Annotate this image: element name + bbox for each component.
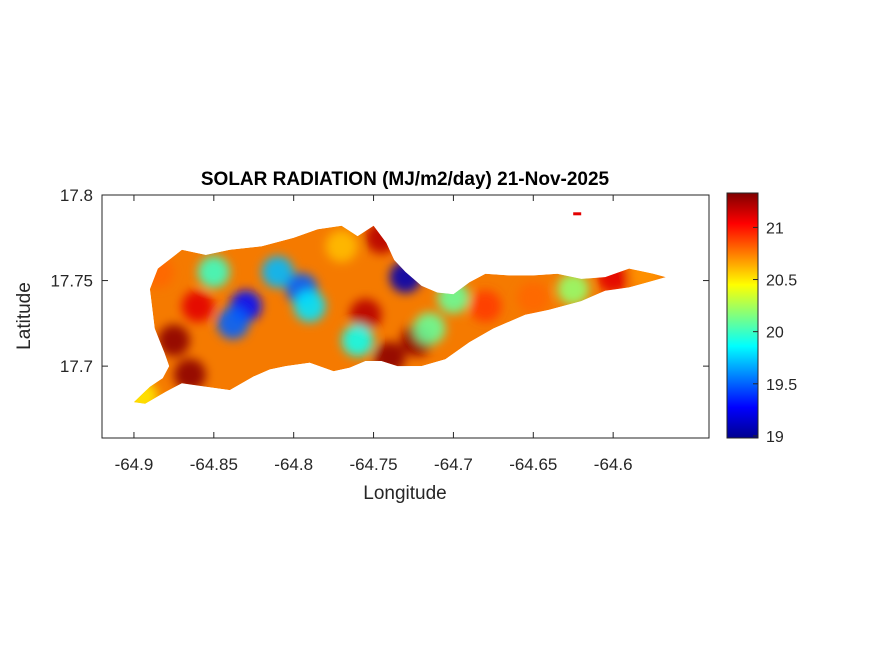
heatmap-cell: [261, 256, 294, 288]
x-tick-label: -64.65: [509, 455, 557, 474]
plot-axes-box: [101, 194, 710, 439]
heatmap-cell: [597, 261, 630, 294]
x-axis-label: Longitude: [363, 483, 446, 504]
x-tick-label: -64.6: [594, 455, 633, 474]
x-tick-label: -64.9: [115, 455, 154, 474]
heatmap-cell: [173, 358, 206, 391]
chart-title: SOLAR RADIATION (MJ/m2/day) 21-Nov-2025: [201, 169, 610, 190]
y-axis-label: Latitude: [14, 282, 35, 350]
heatmap-cell: [557, 273, 590, 306]
heatmap-cell: [629, 257, 662, 290]
heatmap-cell: [141, 256, 174, 288]
heatmap-cell: [469, 290, 502, 323]
y-axis: 17.7 17.75 17.8: [50, 186, 709, 376]
colorbar-tick-label: 19: [766, 429, 784, 446]
colorbar: 19 19.5 20 20.5 21: [726, 192, 797, 446]
x-tick-label: -64.7: [434, 455, 473, 474]
heatmap-cell: [157, 324, 190, 357]
heatmap-cell: [197, 256, 230, 288]
x-tick-label: -64.85: [190, 455, 238, 474]
heatmap-cell: [517, 281, 550, 314]
colorbar-tick-label: 20.5: [766, 273, 797, 290]
heatmap-field: [133, 212, 666, 404]
heatmap-cell: [437, 281, 470, 314]
heatmap-cell: [293, 290, 326, 323]
y-tick-label: 17.75: [50, 272, 93, 291]
x-tick-label: -64.8: [274, 455, 313, 474]
heatmap-cell: [181, 290, 214, 323]
heatmap-cell: [365, 225, 398, 254]
colorbar-tick-label: 21: [766, 220, 784, 237]
y-tick-label: 17.8: [60, 186, 93, 205]
colorbar-gradient: [726, 192, 759, 439]
heatmap-cell: [413, 312, 446, 345]
colorbar-tick-label: 19.5: [766, 377, 797, 394]
colorbar-tick-label: 20: [766, 325, 784, 342]
heatmap-cell: [133, 380, 158, 404]
heatmap-cell: [217, 307, 249, 340]
x-tick-label: -64.75: [349, 455, 397, 474]
y-tick-label: 17.7: [60, 357, 93, 376]
heatmap-cell: [373, 341, 406, 374]
island-base-fill: [133, 225, 666, 404]
heatmap-cell: [341, 324, 374, 357]
heatmap-cell: [325, 230, 358, 263]
x-axis: -64.9 -64.85 -64.8 -64.75 -64.7 -64.65 -64.6: [115, 195, 633, 474]
heatmap-cell: [389, 261, 422, 294]
heatmap-cell: [349, 298, 382, 331]
